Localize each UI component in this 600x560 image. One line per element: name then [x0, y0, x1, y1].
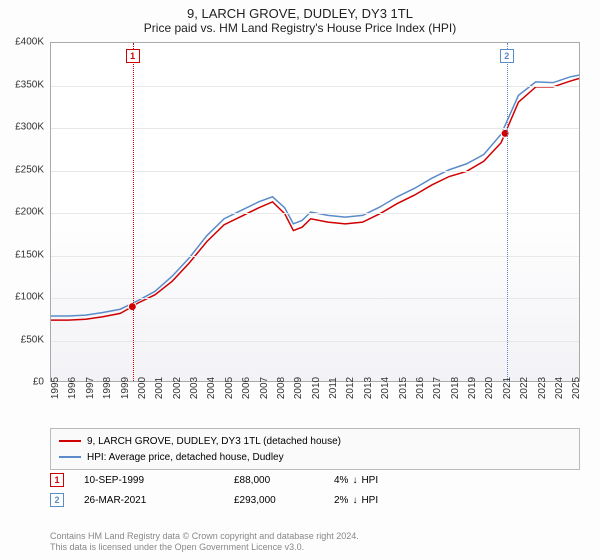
y-tick-label: £250K [15, 164, 44, 175]
event-marker-badge: 1 [126, 49, 140, 63]
gridline [51, 298, 579, 299]
legend-label: 9, LARCH GROVE, DUDLEY, DY3 1TL (detache… [87, 436, 341, 447]
attribution-line2: This data is licensed under the Open Gov… [50, 542, 580, 554]
y-tick-label: £150K [15, 249, 44, 260]
x-tick-label: 2024 [554, 377, 565, 399]
chart-title: 9, LARCH GROVE, DUDLEY, DY3 1TL [0, 0, 600, 21]
events-table: 1 10-SEP-1999£88,0004% ↓ HPI 2 26-MAR-2021£29… [50, 470, 580, 510]
event-row: 2 26-MAR-2021£293,0002% ↓ HPI [50, 490, 580, 510]
gridline [51, 128, 579, 129]
y-tick-label: £50K [21, 334, 44, 345]
event-diff-pct: 2% [334, 495, 348, 506]
x-tick-label: 2011 [328, 377, 339, 399]
chart-plot-area: 12 [50, 42, 580, 382]
x-tick-label: 1998 [102, 377, 113, 399]
chart-svg [51, 43, 579, 381]
gridline [51, 171, 579, 172]
attribution-text: Contains HM Land Registry data © Crown c… [50, 531, 580, 554]
x-axis: 1995199619971998199920002001200220032004… [50, 384, 580, 424]
legend-swatch [59, 456, 81, 458]
x-tick-label: 2009 [293, 377, 304, 399]
x-tick-label: 2012 [345, 377, 356, 399]
event-diff-pct: 4% [334, 475, 348, 486]
x-tick-label: 2010 [311, 377, 322, 399]
x-tick-label: 2018 [450, 377, 461, 399]
y-tick-label: £400K [15, 37, 44, 48]
x-tick-label: 2022 [519, 377, 530, 399]
x-tick-label: 2013 [363, 377, 374, 399]
event-date: 26-MAR-2021 [84, 495, 234, 506]
x-tick-label: 2016 [415, 377, 426, 399]
gridline [51, 213, 579, 214]
event-marker-badge: 2 [500, 49, 514, 63]
x-tick-label: 2003 [189, 377, 200, 399]
x-tick-label: 2005 [224, 377, 235, 399]
event-price: £88,000 [234, 475, 334, 486]
event-date: 10-SEP-1999 [84, 475, 234, 486]
x-tick-label: 2007 [259, 377, 270, 399]
sale-point [501, 129, 509, 137]
event-price: £293,000 [234, 495, 334, 506]
event-row: 1 10-SEP-1999£88,0004% ↓ HPI [50, 470, 580, 490]
x-tick-label: 2014 [380, 377, 391, 399]
y-axis: £0£50K£100K£150K£200K£250K£300K£350K£400… [0, 42, 48, 382]
x-tick-label: 2023 [537, 377, 548, 399]
y-tick-label: £100K [15, 292, 44, 303]
event-badge: 2 [50, 493, 64, 507]
event-diff-label: HPI [361, 495, 378, 506]
arrow-down-icon: ↓ [352, 495, 357, 506]
y-tick-label: £350K [15, 79, 44, 90]
legend-label: HPI: Average price, detached house, Dudl… [87, 452, 284, 463]
x-tick-label: 1997 [85, 377, 96, 399]
x-tick-label: 1996 [67, 377, 78, 399]
x-tick-label: 2001 [154, 377, 165, 399]
x-tick-label: 2015 [398, 377, 409, 399]
legend-swatch [59, 440, 81, 442]
x-tick-label: 2006 [241, 377, 252, 399]
x-tick-label: 1999 [120, 377, 131, 399]
x-tick-label: 2021 [502, 377, 513, 399]
event-badge: 1 [50, 473, 64, 487]
legend-item: 9, LARCH GROVE, DUDLEY, DY3 1TL (detache… [59, 433, 571, 449]
x-tick-label: 2002 [172, 377, 183, 399]
legend-box: 9, LARCH GROVE, DUDLEY, DY3 1TL (detache… [50, 428, 580, 470]
arrow-down-icon: ↓ [352, 475, 357, 486]
event-diff-label: HPI [361, 475, 378, 486]
x-tick-label: 2020 [484, 377, 495, 399]
y-tick-label: £0 [33, 377, 44, 388]
chart-subtitle: Price paid vs. HM Land Registry's House … [0, 21, 600, 39]
y-tick-label: £200K [15, 207, 44, 218]
x-tick-label: 1995 [50, 377, 61, 399]
series-line [51, 75, 579, 316]
x-tick-label: 2000 [137, 377, 148, 399]
event-marker-line [133, 43, 134, 381]
gridline [51, 86, 579, 87]
x-tick-label: 2025 [571, 377, 582, 399]
x-tick-label: 2004 [206, 377, 217, 399]
legend-item: HPI: Average price, detached house, Dudl… [59, 449, 571, 465]
gridline [51, 256, 579, 257]
series-line [51, 78, 579, 320]
gridline [51, 341, 579, 342]
x-tick-label: 2019 [467, 377, 478, 399]
x-tick-label: 2017 [432, 377, 443, 399]
attribution-line1: Contains HM Land Registry data © Crown c… [50, 531, 580, 543]
event-diff: 4% ↓ HPI [334, 475, 378, 486]
event-diff: 2% ↓ HPI [334, 495, 378, 506]
y-tick-label: £300K [15, 122, 44, 133]
event-marker-line [507, 43, 508, 381]
x-tick-label: 2008 [276, 377, 287, 399]
